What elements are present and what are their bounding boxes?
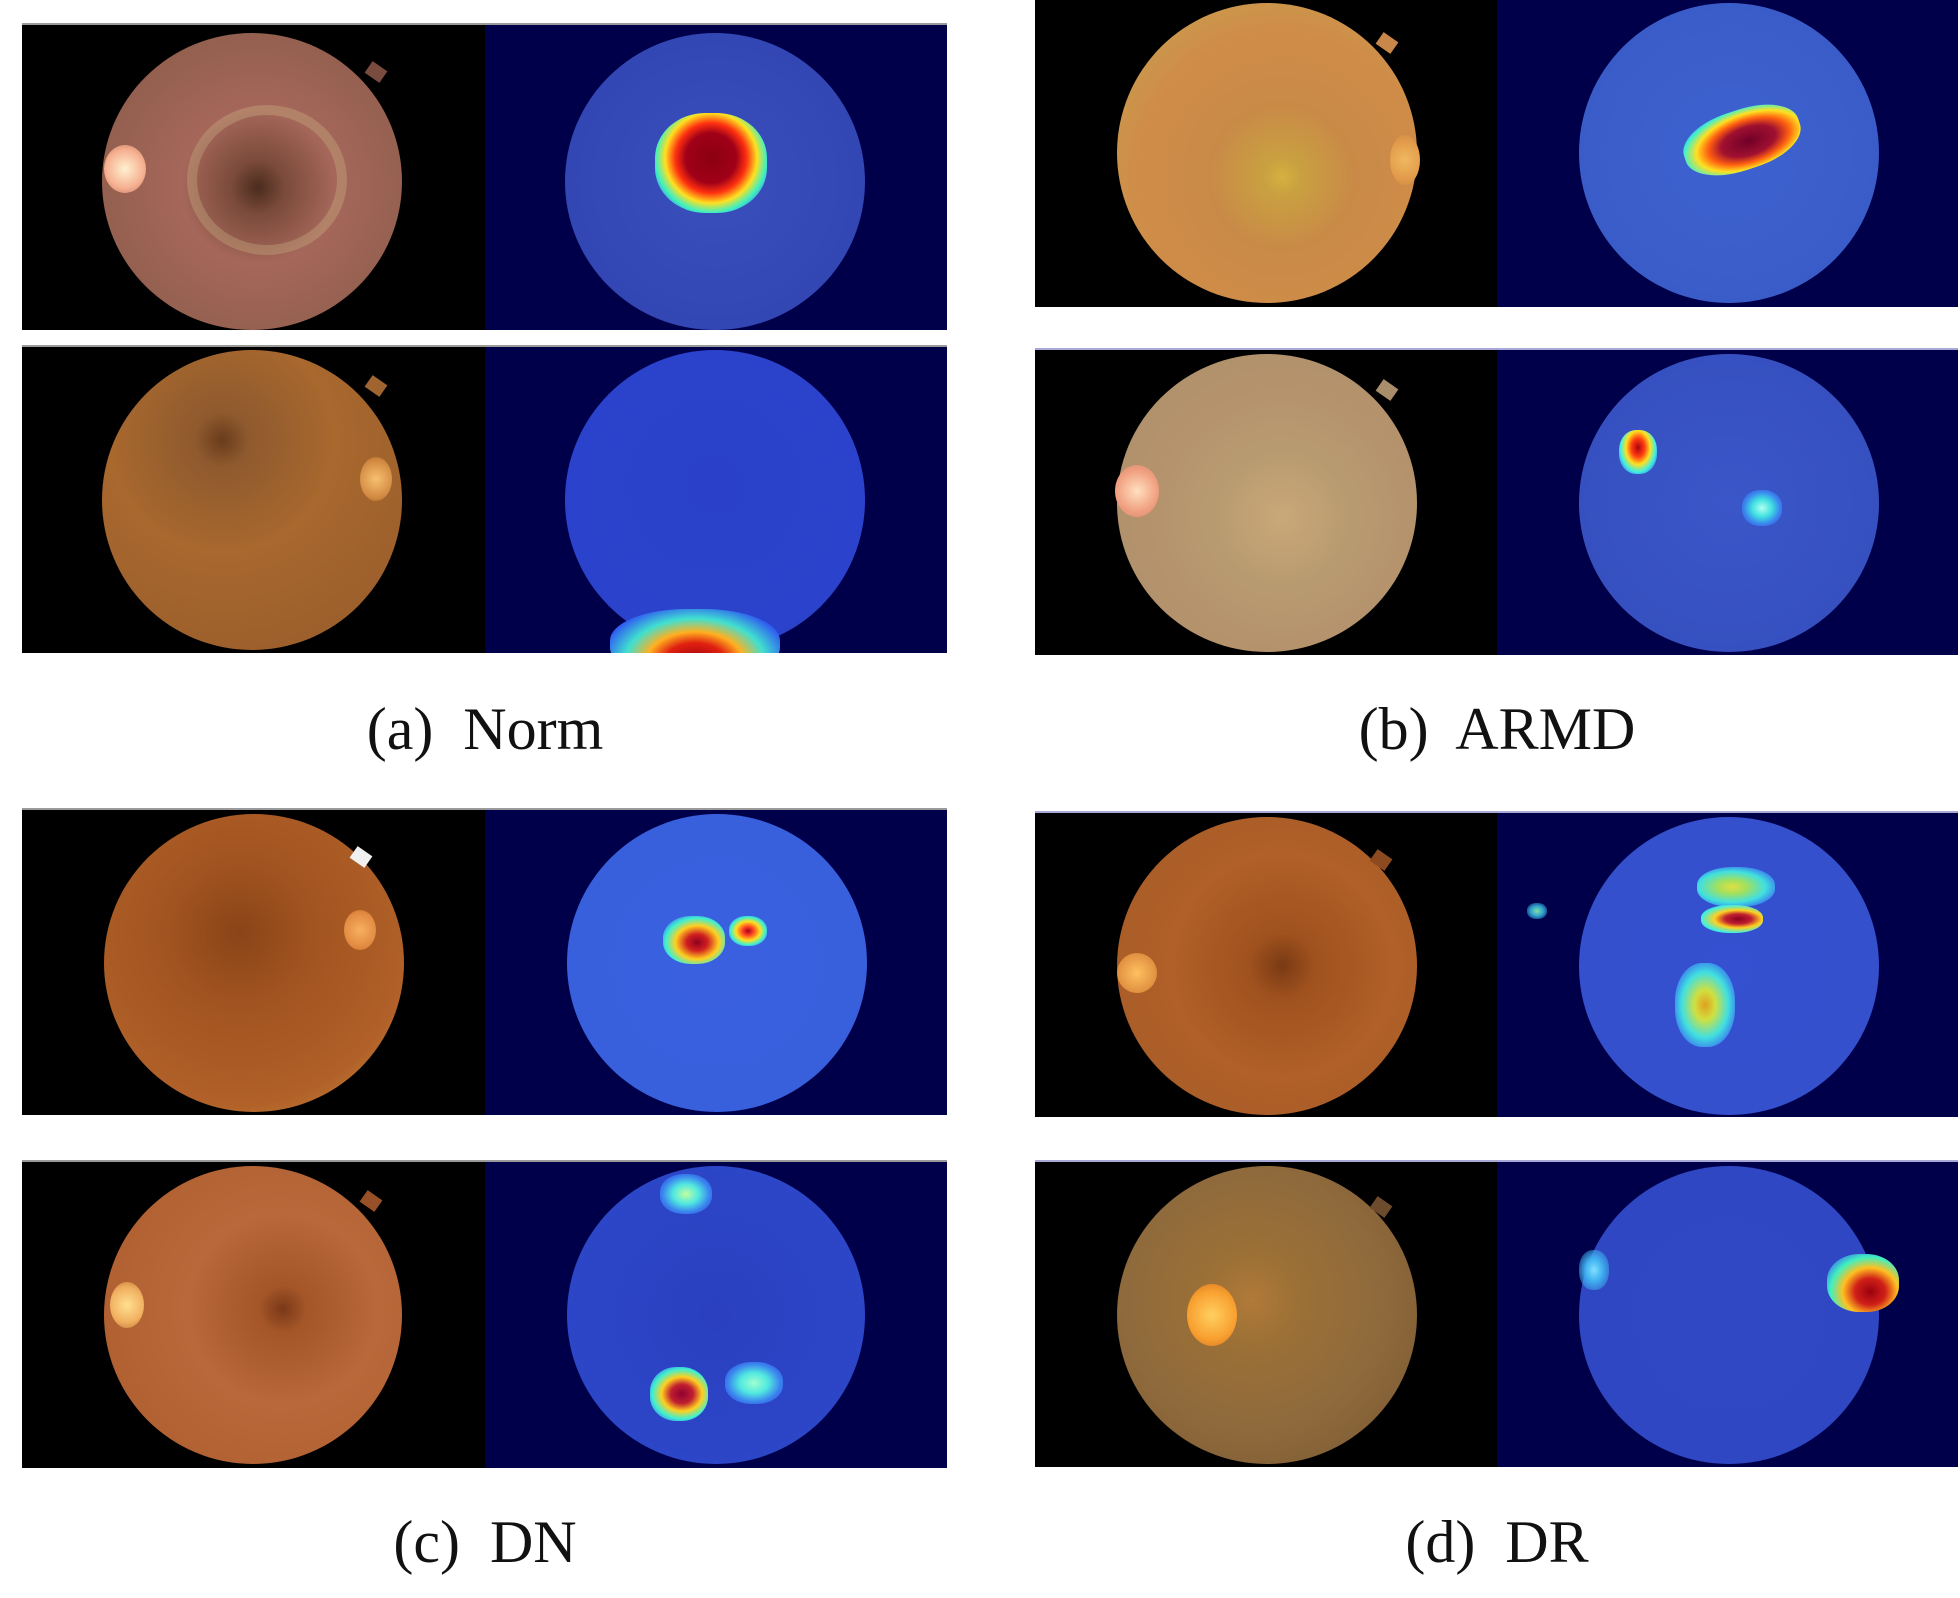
fundus-photo	[22, 347, 485, 653]
retina-overlay	[566, 1166, 865, 1464]
activation-hotspot	[662, 916, 725, 964]
subfigure-d-row-1	[1035, 811, 1958, 1117]
activation-hotspot	[724, 1362, 783, 1404]
gradcam-heatmap	[1496, 1162, 1958, 1467]
optic-disc	[344, 910, 376, 950]
fundus-notch	[364, 61, 388, 83]
fundus-photo	[1035, 1162, 1497, 1467]
activation-hotspot	[609, 609, 780, 653]
activation-hotspot	[728, 916, 767, 946]
gradcam-heatmap	[484, 1162, 947, 1468]
activation-hotspot	[1826, 1254, 1899, 1312]
activation-hotspot	[1674, 963, 1735, 1047]
gradcam-heatmap	[484, 25, 947, 330]
caption-a: (a) Norm	[366, 696, 604, 762]
gradcam-heatmap	[1496, 350, 1958, 655]
subfigure-c-row-2	[22, 1160, 947, 1468]
retina-overlay	[1578, 817, 1879, 1115]
optic-disc	[1390, 135, 1420, 185]
subfigure-a-row-1	[22, 23, 947, 330]
fundus-photo	[22, 810, 485, 1115]
subfigure-b-row-1	[1035, 0, 1958, 307]
gradcam-heatmap	[484, 347, 947, 653]
caption-b: (b) ARMD	[1358, 696, 1636, 762]
fundus-photo	[22, 1162, 485, 1468]
optic-disc	[1187, 1284, 1237, 1346]
caption-d: (d) DR	[1405, 1509, 1589, 1575]
gradcam-heatmap	[1496, 813, 1958, 1117]
optic-disc	[1115, 465, 1159, 517]
retina-image	[1117, 1166, 1417, 1464]
optic-disc	[110, 1282, 144, 1328]
retina-overlay	[566, 814, 867, 1112]
activation-hotspot	[654, 113, 767, 213]
retina-image	[1117, 354, 1417, 652]
retina-overlay	[1578, 354, 1879, 652]
retina-image	[104, 814, 404, 1112]
subfigure-c-row-1	[22, 808, 947, 1115]
gradcam-heatmap	[484, 810, 947, 1115]
fundus-notch	[364, 375, 388, 397]
fundus-notch	[1375, 379, 1399, 401]
exudate-ring	[187, 105, 347, 255]
retina-overlay	[1578, 1166, 1879, 1464]
activation-hotspot	[1741, 490, 1782, 526]
retina-image	[104, 1166, 402, 1464]
activation-hotspot	[1696, 867, 1775, 907]
retina-image	[1117, 817, 1417, 1115]
retina-image	[102, 350, 402, 650]
retina-image	[1117, 3, 1417, 303]
caption-c: (c) DN	[393, 1509, 577, 1575]
fundus-photo	[1035, 813, 1497, 1117]
activation-hotspot	[1618, 430, 1657, 474]
retina-overlay	[564, 350, 865, 650]
activation-hotspot	[1526, 903, 1547, 919]
activation-hotspot	[659, 1174, 712, 1214]
fundus-photo	[1035, 0, 1497, 307]
optic-disc	[104, 145, 146, 193]
subfigure-b-row-2	[1035, 348, 1958, 655]
subfigure-a-row-2	[22, 345, 947, 653]
optic-disc	[360, 457, 392, 501]
subfigure-d-row-2	[1035, 1160, 1958, 1467]
gradcam-heatmap	[1496, 0, 1958, 307]
fundus-photo	[1035, 350, 1497, 655]
activation-hotspot	[1700, 905, 1763, 933]
fundus-notch	[359, 1190, 383, 1212]
fundus-photo	[22, 25, 485, 330]
activation-hotspot	[649, 1367, 708, 1421]
fundus-notch	[1375, 32, 1399, 54]
optic-disc	[1117, 953, 1157, 993]
activation-hotspot	[1578, 1250, 1609, 1290]
